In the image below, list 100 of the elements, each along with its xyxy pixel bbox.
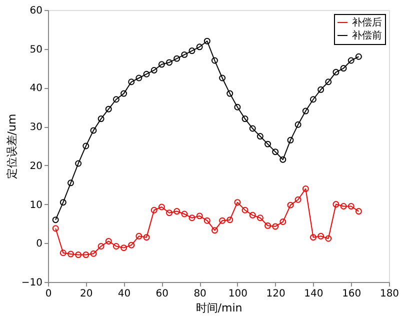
point <box>188 214 196 222</box>
point <box>204 38 210 44</box>
point <box>256 214 264 222</box>
point <box>75 252 82 258</box>
point <box>310 96 316 103</box>
point <box>120 244 128 252</box>
point <box>226 216 234 224</box>
point <box>249 125 256 132</box>
y-tick-label: 0 <box>36 238 42 250</box>
point <box>75 160 82 167</box>
point <box>136 232 142 240</box>
x-axis-title: 时间/min <box>196 302 242 314</box>
point <box>242 206 248 214</box>
point <box>219 217 226 224</box>
point <box>310 234 316 241</box>
point <box>325 235 332 242</box>
point <box>150 66 158 74</box>
x-tick-label: 80 <box>194 288 206 300</box>
point <box>280 218 286 226</box>
x-tick-label: 140 <box>304 288 324 300</box>
point <box>174 55 180 62</box>
point <box>166 59 172 66</box>
x-tick-label: 20 <box>80 288 93 300</box>
point <box>196 44 203 50</box>
point <box>143 234 150 241</box>
point <box>82 142 90 150</box>
point <box>272 223 279 230</box>
point <box>332 201 340 208</box>
x-tick-label: 180 <box>380 288 400 300</box>
point <box>67 180 74 186</box>
point <box>287 136 294 144</box>
point <box>318 232 324 240</box>
point <box>120 90 128 97</box>
point <box>348 202 354 210</box>
point <box>196 212 203 220</box>
point <box>90 250 97 257</box>
point <box>264 140 271 148</box>
point <box>188 48 196 54</box>
point <box>98 116 104 122</box>
point <box>112 243 120 250</box>
point <box>302 108 309 114</box>
y-tick-label: 60 <box>30 6 42 16</box>
point <box>181 51 188 58</box>
point <box>294 196 302 203</box>
point <box>82 252 90 258</box>
legend-label: 补偿后 <box>352 16 382 28</box>
point <box>325 78 332 86</box>
point <box>105 238 112 244</box>
point <box>256 133 264 140</box>
point <box>294 121 302 128</box>
point <box>128 242 135 248</box>
point <box>105 106 112 112</box>
point <box>60 250 66 256</box>
point <box>340 202 347 210</box>
point <box>112 96 120 103</box>
point <box>332 68 340 76</box>
point <box>98 243 104 250</box>
point <box>150 206 158 214</box>
point <box>287 202 294 208</box>
point <box>60 199 66 206</box>
point <box>234 199 241 206</box>
point <box>90 127 97 134</box>
point <box>280 156 286 163</box>
point <box>211 227 218 234</box>
point <box>166 210 172 216</box>
point <box>158 61 165 68</box>
point <box>136 74 142 82</box>
point <box>249 212 256 218</box>
y-tick-label: 20 <box>30 160 42 172</box>
point <box>219 74 226 82</box>
y-tick-label: 50 <box>30 44 42 56</box>
y-tick-label: 40 <box>30 83 42 94</box>
point <box>226 90 234 97</box>
x-tick-label: 120 <box>266 288 286 300</box>
point <box>242 116 248 122</box>
x-tick-label: 60 <box>156 288 169 300</box>
point <box>264 222 271 229</box>
point <box>340 65 347 72</box>
point <box>181 210 188 218</box>
x-tick-label: 40 <box>118 288 131 300</box>
y-tick-label: 30 <box>30 122 42 134</box>
point <box>67 250 74 258</box>
point <box>143 70 150 78</box>
point <box>272 148 279 156</box>
x-tick-label: 160 <box>342 288 362 300</box>
point <box>234 104 241 110</box>
point <box>211 57 218 64</box>
point <box>128 78 135 86</box>
y-tick-label: −10 <box>21 278 42 288</box>
point <box>302 186 309 192</box>
legend-label: 补偿前 <box>352 30 382 42</box>
point <box>158 204 165 210</box>
x-tick-label: 100 <box>228 288 248 300</box>
point <box>318 86 324 93</box>
point <box>204 217 210 224</box>
point <box>174 208 180 215</box>
y-axis-title: 定位误差/um <box>5 114 18 180</box>
point <box>348 57 354 64</box>
y-tick-label: 10 <box>30 200 42 211</box>
x-tick-label: 0 <box>45 288 52 300</box>
